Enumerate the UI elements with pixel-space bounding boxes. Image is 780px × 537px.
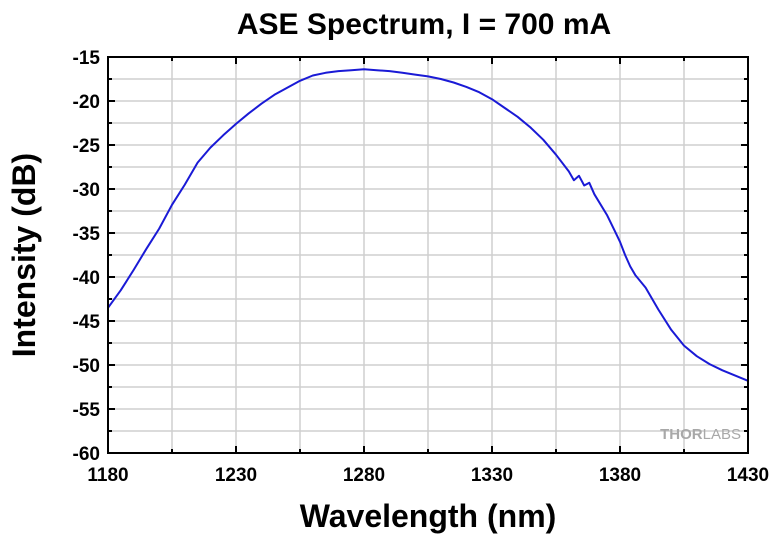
y-tick-label: -20 bbox=[73, 92, 100, 113]
x-tick-label: 1180 bbox=[87, 465, 128, 486]
y-tick-label: -45 bbox=[73, 312, 101, 333]
y-tick-label: -60 bbox=[73, 444, 100, 465]
x-tick-label: 1230 bbox=[215, 465, 257, 486]
y-tick-label: -15 bbox=[73, 48, 101, 69]
x-tick-label: 1330 bbox=[471, 465, 513, 486]
y-tick-label: -55 bbox=[73, 400, 101, 421]
y-tick-label: -40 bbox=[73, 268, 100, 289]
y-tick-label: -25 bbox=[73, 136, 101, 157]
x-axis-ticks: 1180 1230 1280 1330 1380 1430 bbox=[87, 57, 769, 486]
x-tick-label: 1380 bbox=[599, 465, 641, 486]
spectrum-line bbox=[107, 68, 749, 382]
y-tick-label: -50 bbox=[73, 356, 100, 377]
y-tick-label: -35 bbox=[73, 224, 101, 245]
gridlines bbox=[108, 57, 748, 453]
chart-title: ASE Spectrum, I = 700 mA bbox=[237, 8, 611, 41]
watermark-logo: THORLABS bbox=[660, 426, 741, 443]
x-tick-label: 1430 bbox=[727, 465, 769, 486]
x-tick-label: 1280 bbox=[343, 465, 385, 486]
plot-frame bbox=[107, 56, 749, 454]
y-axis-label: Intensity (dB) bbox=[6, 153, 42, 357]
x-axis-label: Wavelength (nm) bbox=[300, 498, 557, 534]
y-tick-label: -30 bbox=[73, 180, 100, 201]
y-axis-ticks: -15 -20 -25 -30 -35 -40 -45 -50 -55 -60 bbox=[73, 48, 748, 465]
